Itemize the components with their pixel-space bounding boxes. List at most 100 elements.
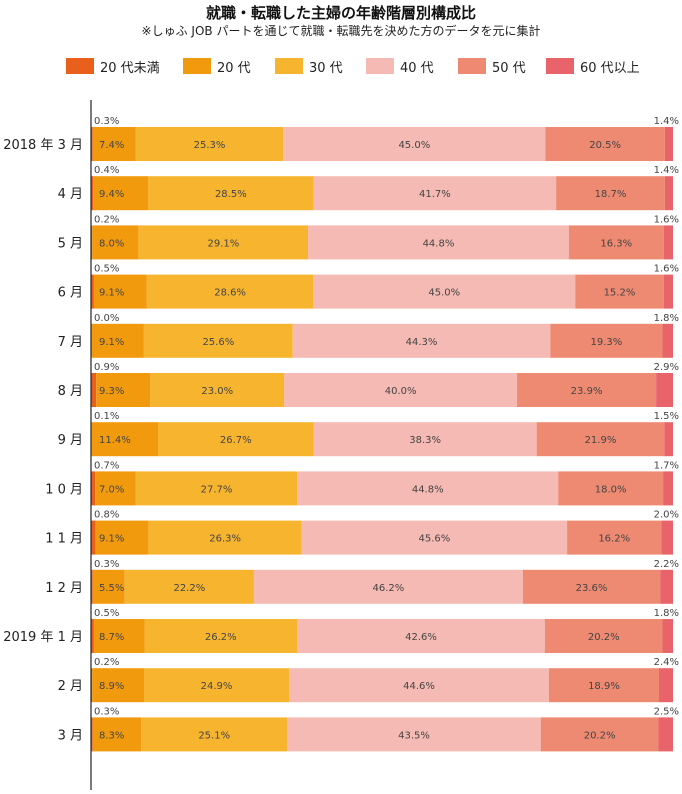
category-label: 2018 年 3 月 xyxy=(3,138,83,153)
bar-segment xyxy=(663,225,673,260)
bar-segment xyxy=(308,225,569,260)
data-label: 9.1% xyxy=(99,288,124,299)
data-label: 0.0% xyxy=(94,313,119,324)
bar-segment xyxy=(663,274,673,309)
legend-label: 20 代未満 xyxy=(100,61,160,76)
bar-segment xyxy=(150,373,285,407)
bar-segment xyxy=(664,127,673,161)
data-label: 16.3% xyxy=(600,238,632,249)
data-label: 1.6% xyxy=(654,264,679,275)
bar-segment xyxy=(92,225,139,260)
bar-segment xyxy=(95,471,136,506)
data-label: 45.6% xyxy=(418,534,450,545)
data-label: 27.7% xyxy=(201,484,233,495)
data-label: 1.4% xyxy=(654,116,679,127)
bar-segment xyxy=(544,619,663,653)
legend-swatch xyxy=(366,58,394,74)
data-label: 1.6% xyxy=(654,214,679,225)
data-label: 21.9% xyxy=(585,435,617,446)
data-label: 23.0% xyxy=(201,386,233,397)
bar-segment xyxy=(91,717,93,752)
category-label: 8 月 xyxy=(58,384,83,399)
category-label: 1 2 月 xyxy=(45,581,83,596)
data-label: 9.1% xyxy=(99,534,124,545)
data-label: 22.2% xyxy=(173,583,205,594)
bar-segment xyxy=(550,323,663,358)
bar-segment xyxy=(283,127,546,161)
bar-segment xyxy=(662,619,673,653)
bar-segment xyxy=(558,471,664,506)
legend-swatch xyxy=(183,58,211,74)
data-label: 18.0% xyxy=(595,484,627,495)
bar-segment xyxy=(664,176,673,211)
data-label: 0.5% xyxy=(94,264,119,275)
legend-swatch xyxy=(546,58,574,74)
bar-segment xyxy=(289,668,549,703)
bar-segment xyxy=(297,619,545,653)
bar-segment xyxy=(92,569,125,604)
data-label: 46.2% xyxy=(373,583,405,594)
data-label: 1.8% xyxy=(654,608,679,619)
bar-segment xyxy=(91,471,96,506)
data-label: 1.4% xyxy=(654,165,679,176)
bar-segment xyxy=(517,373,657,407)
data-label: 18.9% xyxy=(588,681,620,692)
bar-segment xyxy=(540,717,659,752)
bar-segment xyxy=(522,569,661,604)
bar-segment xyxy=(658,717,673,752)
data-label: 18.7% xyxy=(595,189,627,200)
data-label: 38.3% xyxy=(409,435,441,446)
data-label: 25.3% xyxy=(194,140,226,151)
bar-segment xyxy=(91,127,93,161)
bar-segment xyxy=(313,176,557,211)
data-label: 0.1% xyxy=(94,411,119,422)
legend-label: 40 代 xyxy=(400,61,434,76)
bar-segment xyxy=(141,717,288,752)
data-label: 8.7% xyxy=(99,632,124,643)
data-label: 41.7% xyxy=(419,189,451,200)
bar-segment xyxy=(661,520,673,555)
data-label: 25.6% xyxy=(202,337,234,348)
data-label: 0.4% xyxy=(94,165,119,176)
bar-segment xyxy=(301,520,568,555)
bar-segment xyxy=(575,274,664,309)
bar-segment xyxy=(124,569,254,604)
bar-segment xyxy=(297,471,559,506)
data-label: 0.3% xyxy=(94,116,119,127)
data-label: 26.3% xyxy=(209,534,241,545)
category-label: 7 月 xyxy=(58,335,83,350)
category-label: 6 月 xyxy=(58,286,83,301)
data-label: 7.0% xyxy=(99,484,124,495)
bar-segment xyxy=(91,520,96,555)
data-label: 45.0% xyxy=(398,140,430,151)
bar-segment xyxy=(91,422,158,457)
bar-segment xyxy=(91,619,94,653)
bar-segment xyxy=(144,619,298,653)
bar-segment xyxy=(548,668,660,703)
data-label: 0.2% xyxy=(94,214,119,225)
bar-segment xyxy=(148,520,302,555)
category-label: 2019 年 1 月 xyxy=(3,630,83,645)
category-label: 9 月 xyxy=(58,433,83,448)
bar-segment xyxy=(284,373,518,407)
data-label: 0.5% xyxy=(94,608,119,619)
chart-title: 就職・転職した主婦の年齢階層別構成比 xyxy=(205,4,476,22)
bar-segment xyxy=(662,323,673,358)
bar-segment xyxy=(313,422,537,457)
data-label: 1.7% xyxy=(654,460,679,471)
data-label: 16.2% xyxy=(598,534,630,545)
data-label: 0.3% xyxy=(94,706,119,717)
legend-label: 60 代以上 xyxy=(580,61,640,76)
data-label: 44.3% xyxy=(406,337,438,348)
bar-segment xyxy=(536,422,665,457)
data-label: 0.3% xyxy=(94,559,119,570)
chart-subtitle: ※しゅふ JOB パートを通じて就職・転職先を決めた方のデータを元に集計 xyxy=(141,24,541,38)
data-label: 43.5% xyxy=(398,730,430,741)
data-label: 20.2% xyxy=(588,632,620,643)
bar-segment xyxy=(91,569,93,604)
category-label: 2 月 xyxy=(58,679,83,694)
bar-segment xyxy=(93,176,148,211)
bar-segment xyxy=(92,127,136,161)
data-label: 26.7% xyxy=(220,435,252,446)
bar-segment xyxy=(93,274,147,309)
